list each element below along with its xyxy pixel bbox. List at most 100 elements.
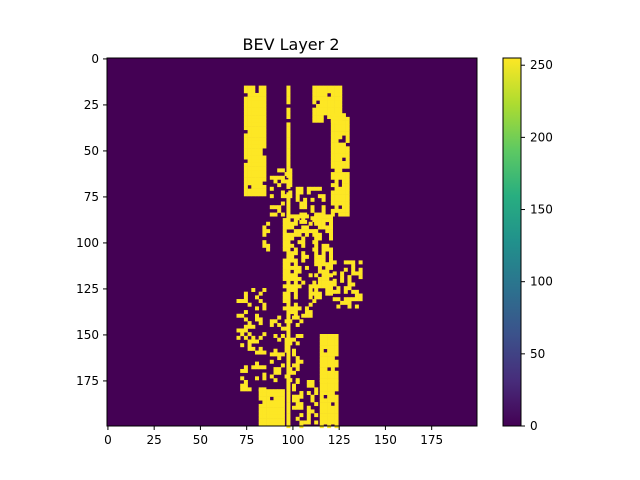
heatmap-cell bbox=[243, 173, 248, 178]
heatmap-cell bbox=[293, 221, 298, 226]
heatmap-cell bbox=[323, 380, 328, 384]
heatmap-cell bbox=[340, 271, 345, 276]
heatmap-cell bbox=[316, 85, 321, 90]
heatmap-cell bbox=[255, 144, 259, 149]
heatmap-cell bbox=[295, 356, 300, 361]
heatmap-cell bbox=[327, 356, 332, 361]
colorbar-gradient bbox=[502, 57, 522, 427]
heatmap-cell bbox=[304, 225, 309, 230]
heatmap-cell bbox=[341, 208, 346, 213]
heatmap-cell bbox=[319, 100, 324, 105]
heatmap-cell bbox=[243, 295, 248, 300]
heatmap-cell bbox=[292, 387, 296, 392]
heatmap-cell bbox=[262, 122, 267, 127]
heatmap-cell bbox=[329, 229, 333, 234]
heatmap-cell bbox=[262, 403, 267, 408]
heatmap-cell bbox=[334, 157, 339, 162]
heatmap-cell bbox=[290, 284, 295, 289]
heatmap-cell bbox=[347, 304, 352, 309]
heatmap-cell bbox=[286, 221, 291, 226]
heatmap-cell bbox=[240, 328, 245, 333]
heatmap-cell bbox=[330, 96, 335, 101]
heatmap-cell bbox=[258, 166, 263, 171]
heatmap-cell bbox=[351, 260, 356, 265]
heatmap-cell bbox=[258, 104, 263, 108]
heatmap-cell bbox=[338, 92, 343, 97]
heatmap-cell bbox=[314, 387, 319, 392]
heatmap-cell bbox=[240, 313, 245, 318]
heatmap-cell bbox=[286, 170, 291, 175]
heatmap-cell bbox=[330, 383, 335, 388]
heatmap-cell bbox=[345, 153, 350, 158]
heatmap-cell bbox=[258, 411, 263, 416]
heatmap-cell bbox=[319, 89, 324, 94]
heatmap-cell bbox=[347, 275, 352, 280]
heatmap-cell bbox=[321, 247, 326, 252]
heatmap-cell bbox=[247, 129, 252, 134]
heatmap-cell bbox=[327, 352, 332, 357]
heatmap-cell bbox=[332, 289, 337, 294]
heatmap-cell bbox=[314, 218, 319, 223]
heatmap-cell bbox=[286, 225, 291, 230]
heatmap-cell bbox=[301, 258, 306, 263]
heatmap-cell bbox=[299, 391, 304, 396]
heatmap-cell bbox=[323, 374, 328, 379]
heatmap-cell bbox=[297, 265, 302, 270]
heatmap-cell bbox=[319, 337, 324, 342]
heatmap-cell bbox=[236, 313, 241, 318]
heatmap-cell bbox=[338, 186, 343, 191]
heatmap-cell bbox=[338, 150, 343, 154]
colorbar-tick-label: 100 bbox=[530, 275, 553, 289]
heatmap-cell bbox=[334, 124, 339, 129]
heatmap-cell bbox=[327, 104, 332, 108]
heatmap-cell bbox=[319, 111, 324, 116]
heatmap-cell bbox=[329, 265, 333, 270]
heatmap-cell bbox=[330, 356, 335, 361]
heatmap-cell bbox=[243, 328, 248, 333]
heatmap-cell bbox=[336, 304, 341, 309]
heatmap-cell bbox=[308, 288, 313, 292]
heatmap-cell bbox=[338, 104, 343, 108]
heatmap-cell bbox=[269, 212, 274, 217]
heatmap-cell bbox=[258, 122, 263, 127]
heatmap-cell bbox=[334, 179, 339, 184]
heatmap-cell bbox=[247, 111, 252, 116]
heatmap-cell bbox=[295, 197, 300, 202]
heatmap-cell bbox=[262, 418, 267, 423]
heatmap-cell bbox=[255, 155, 259, 160]
heatmap-cell bbox=[284, 337, 289, 342]
heatmap-cell bbox=[273, 411, 278, 416]
heatmap-cell bbox=[292, 315, 296, 320]
heatmap-cell bbox=[345, 212, 350, 217]
heatmap-cell bbox=[255, 151, 259, 156]
heatmap-cell bbox=[323, 337, 328, 342]
heatmap-cell bbox=[277, 356, 282, 361]
heatmap-cell bbox=[323, 420, 328, 425]
heatmap-cell bbox=[258, 89, 263, 94]
heatmap-cell bbox=[301, 229, 306, 234]
heatmap-cell bbox=[286, 207, 291, 212]
heatmap-cell bbox=[341, 161, 346, 166]
heatmap-cell bbox=[334, 387, 339, 392]
heatmap-cell bbox=[282, 276, 287, 281]
heatmap-cell bbox=[255, 96, 259, 101]
heatmap-cell bbox=[247, 133, 252, 138]
heatmap-cell bbox=[330, 135, 335, 140]
heatmap-cell bbox=[243, 126, 248, 131]
colorbar-tick-label: 50 bbox=[530, 347, 545, 361]
heatmap-cell bbox=[286, 269, 291, 274]
heatmap-cell bbox=[277, 407, 282, 412]
heatmap-cell bbox=[269, 418, 274, 423]
heatmap-cell bbox=[266, 229, 271, 234]
heatmap-cell bbox=[262, 184, 267, 189]
heatmap-cell bbox=[301, 240, 306, 245]
heatmap-cell bbox=[277, 392, 282, 397]
heatmap-cell bbox=[330, 394, 335, 399]
heatmap-cell bbox=[341, 113, 346, 118]
heatmap-cell bbox=[251, 111, 256, 116]
heatmap-cell bbox=[314, 288, 319, 292]
x-tick-label: 100 bbox=[281, 433, 304, 447]
heatmap-cell bbox=[301, 254, 306, 259]
heatmap-cell bbox=[345, 131, 350, 136]
heatmap-cell bbox=[251, 177, 256, 182]
